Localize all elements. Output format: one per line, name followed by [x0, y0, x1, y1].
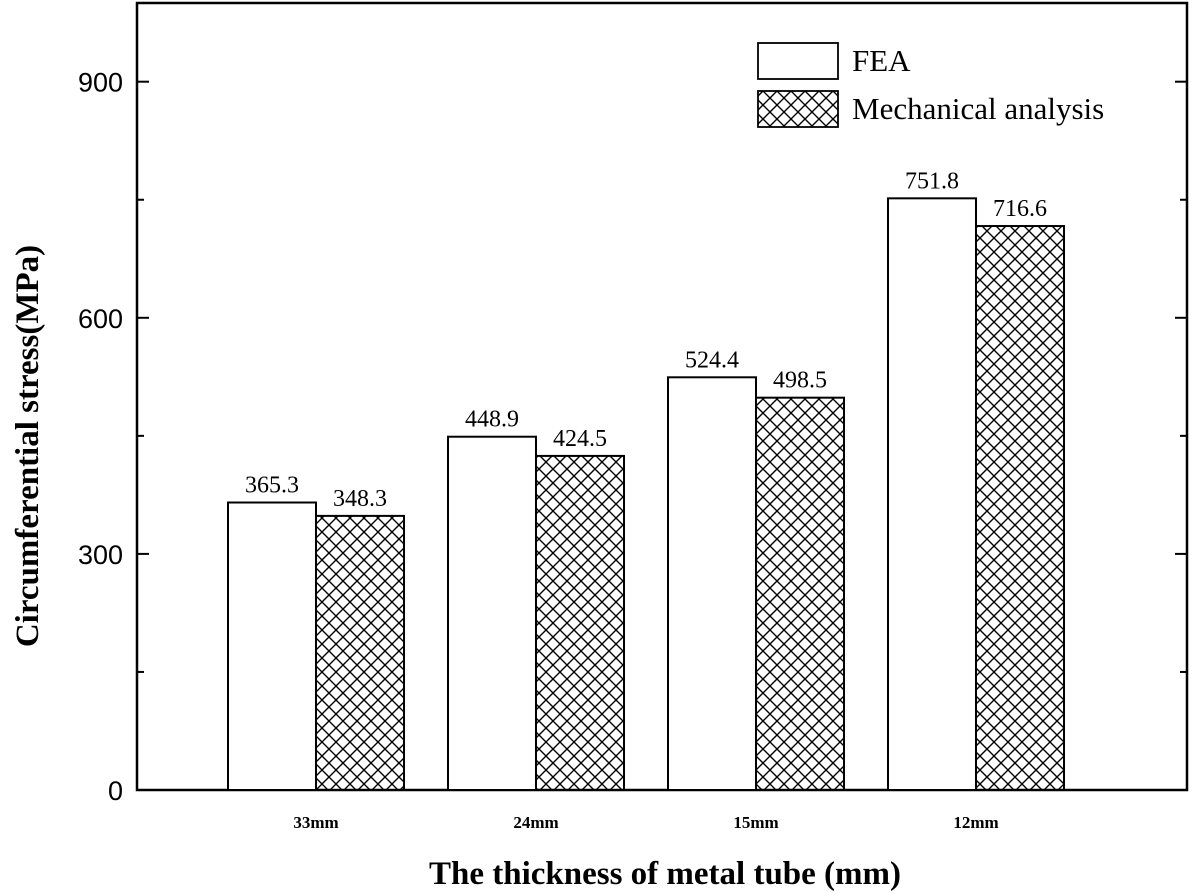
bar-mechanical-15mm — [755, 396, 845, 791]
y-axis-title: Circumferential stress(MPa) — [10, 245, 46, 647]
bar-fea-15mm — [667, 376, 757, 791]
data-label-mechanical-12mm: 716.6 — [993, 196, 1047, 222]
legend: FEA Mechanical analysis — [757, 42, 1104, 128]
data-labels: 365.3 348.3 448.9 424.5 524.4 498.5 751.8 716.6 — [245, 168, 1047, 512]
legend-label-fea: FEA — [852, 43, 911, 78]
bars — [227, 197, 1065, 792]
x-category-label: 12mm — [953, 813, 998, 832]
x-category-label: 15mm — [733, 813, 778, 832]
bar-fea-33mm — [227, 501, 317, 791]
data-label-fea-33mm: 365.3 — [245, 473, 299, 499]
data-label-fea-24mm: 448.9 — [465, 407, 519, 433]
plot-frame — [135, 1, 1189, 792]
x-category-label: 33mm — [293, 813, 338, 832]
bar-mechanical-24mm — [535, 454, 625, 791]
legend-label-mechanical: Mechanical analysis — [852, 91, 1104, 126]
legend-swatch-fea — [757, 42, 839, 80]
data-label-fea-12mm: 751.8 — [905, 168, 959, 194]
data-label-mechanical-15mm: 498.5 — [773, 368, 827, 394]
x-axis-title: The thickness of metal tube (mm) — [429, 856, 901, 892]
y-tick-label: 600 — [78, 304, 123, 334]
y-tick-label: 300 — [78, 540, 123, 570]
data-label-mechanical-24mm: 424.5 — [553, 426, 607, 452]
y-tick-label: 900 — [78, 68, 123, 98]
x-axis-categories: 33mm 24mm 15mm 12mm — [293, 813, 998, 832]
data-label-fea-15mm: 524.4 — [685, 347, 739, 373]
bar-fea-24mm — [447, 435, 537, 791]
y-tick-label: 0 — [108, 776, 123, 806]
y-axis: 0 300 600 900 — [78, 68, 1187, 806]
legend-swatch-mechanical — [757, 90, 839, 128]
data-label-mechanical-33mm: 348.3 — [333, 486, 387, 512]
x-category-label: 24mm — [513, 813, 558, 832]
bar-mechanical-33mm — [315, 514, 405, 791]
bar-fea-12mm — [887, 197, 977, 792]
bar-mechanical-12mm — [975, 225, 1065, 791]
